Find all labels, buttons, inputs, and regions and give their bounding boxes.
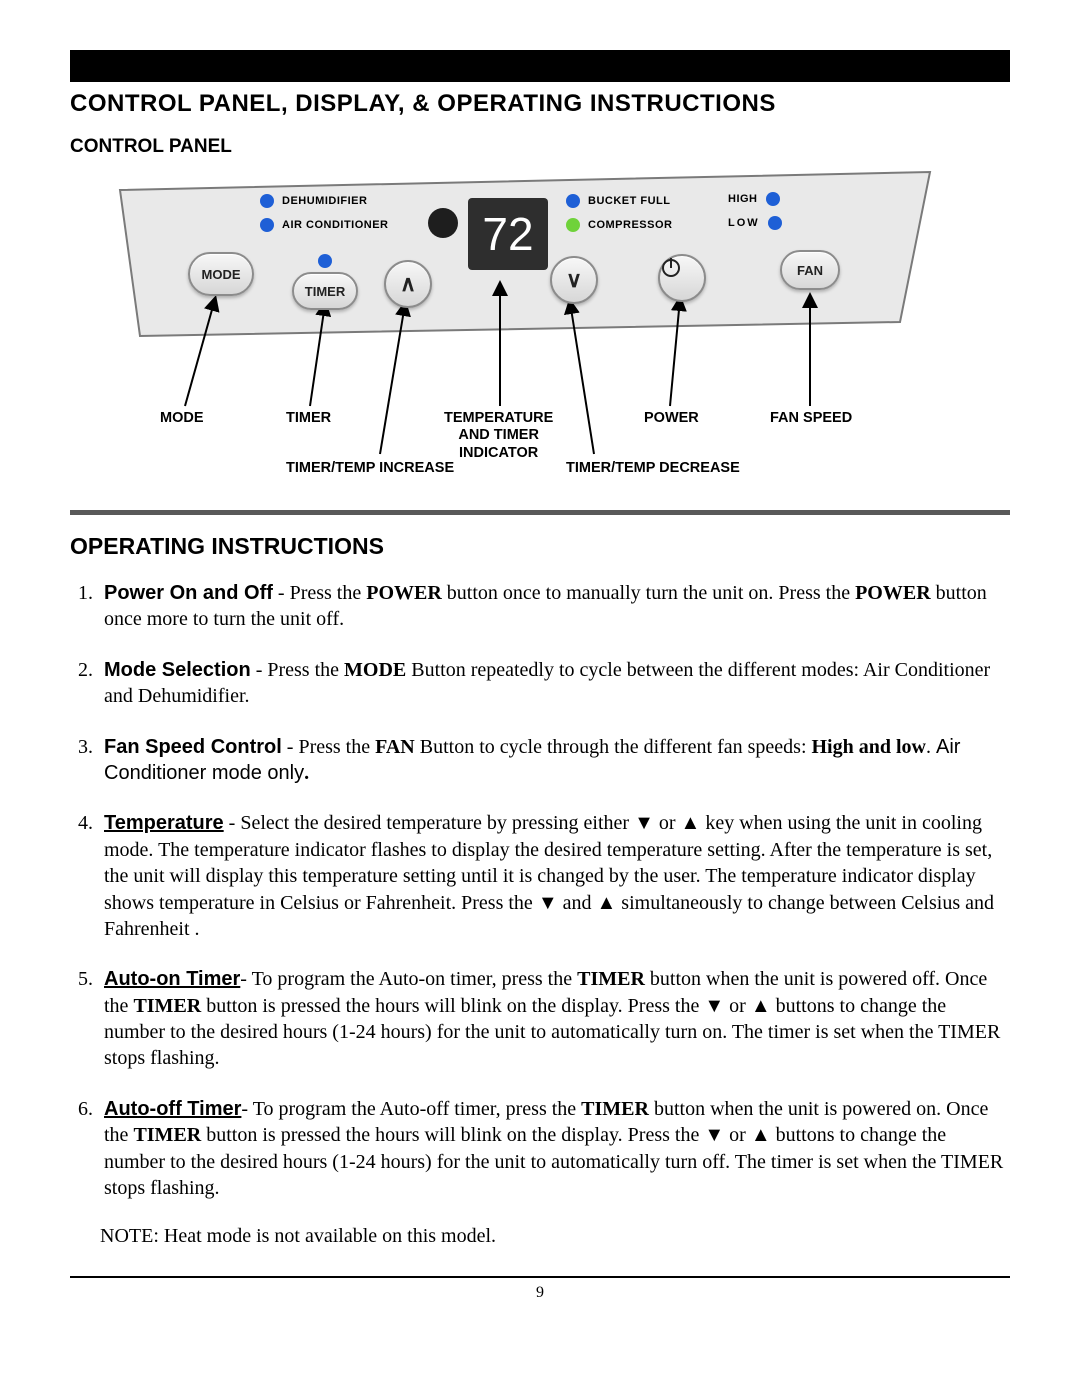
power-button[interactable] bbox=[658, 254, 706, 302]
instruction-item: Temperature - Select the desired tempera… bbox=[98, 810, 1010, 942]
mode-button[interactable]: MODE bbox=[188, 252, 254, 296]
instructions-title: OPERATING INSTRUCTIONS bbox=[70, 533, 1010, 560]
instruction-item: Fan Speed Control - Press the FAN Button… bbox=[98, 734, 1010, 787]
note-text: NOTE: Heat mode is not available on this… bbox=[100, 1225, 1010, 1248]
led-blue-icon bbox=[260, 218, 274, 232]
instruction-item: Mode Selection - Press the MODE Button r… bbox=[98, 657, 1010, 710]
footer-rule bbox=[70, 1276, 1010, 1278]
led-high: HIGH bbox=[728, 192, 782, 206]
timer-button[interactable]: TIMER bbox=[292, 272, 358, 310]
instruction-lead: Auto-on Timer bbox=[104, 968, 240, 990]
led-compressor: COMPRESSOR bbox=[566, 218, 672, 232]
callout-decrease: TIMER/TEMP DECREASE bbox=[566, 460, 740, 477]
fan-button-label: FAN bbox=[797, 263, 823, 278]
instruction-body: - Select the desired temperature by pres… bbox=[104, 812, 994, 940]
instruction-lead: Fan Speed Control bbox=[104, 736, 282, 758]
instructions-list: Power On and Off - Press the POWER butto… bbox=[74, 580, 1010, 1201]
section-divider bbox=[70, 510, 1010, 515]
instruction-lead: Temperature bbox=[104, 812, 224, 834]
led-green-icon bbox=[566, 218, 580, 232]
instruction-lead: Power On and Off bbox=[104, 582, 273, 604]
header-bar bbox=[70, 50, 1010, 82]
led-low: LOW bbox=[728, 216, 782, 230]
chevron-down-icon: ∨ bbox=[566, 267, 582, 293]
led-blue-icon bbox=[260, 194, 274, 208]
instruction-lead: Mode Selection bbox=[104, 659, 251, 681]
callout-power: POWER bbox=[644, 410, 699, 427]
callout-increase: TIMER/TEMP INCREASE bbox=[286, 460, 454, 477]
led-bucket-full: BUCKET FULL bbox=[566, 194, 672, 208]
section-label-control-panel: CONTROL PANEL bbox=[70, 136, 1010, 158]
power-icon bbox=[660, 256, 682, 278]
chevron-up-icon: ∧ bbox=[400, 271, 416, 297]
mode-button-label: MODE bbox=[202, 267, 241, 282]
led-blue-icon bbox=[566, 194, 580, 208]
led-dehumidifier: DEHUMIDIFIER bbox=[260, 194, 389, 208]
callout-timer: TIMER bbox=[286, 410, 331, 427]
ir-receiver-icon bbox=[428, 208, 458, 238]
instruction-item: Auto-off Timer- To program the Auto-off … bbox=[98, 1096, 1010, 1202]
instruction-item: Auto-on Timer- To program the Auto-on ti… bbox=[98, 966, 1010, 1072]
led-blue-icon bbox=[766, 192, 780, 206]
timer-button-label: TIMER bbox=[305, 284, 345, 299]
temp-down-button[interactable]: ∨ bbox=[550, 256, 598, 304]
control-panel-figure: DEHUMIDIFIER AIR CONDITIONER MODE TIMER … bbox=[110, 164, 990, 504]
page-title: CONTROL PANEL, DISPLAY, & OPERATING INST… bbox=[70, 90, 1010, 118]
temperature-display: 72 bbox=[468, 198, 548, 270]
page-number: 9 bbox=[70, 1284, 1010, 1302]
instruction-lead: Auto-off Timer bbox=[104, 1098, 241, 1120]
callout-fan-speed: FAN SPEED bbox=[770, 410, 852, 427]
temp-up-button[interactable]: ∧ bbox=[384, 260, 432, 308]
fan-button[interactable]: FAN bbox=[780, 250, 840, 290]
led-blue-icon bbox=[768, 216, 782, 230]
temperature-display-value: 72 bbox=[482, 207, 533, 261]
callout-mode: MODE bbox=[160, 410, 204, 427]
led-air-conditioner: AIR CONDITIONER bbox=[260, 218, 389, 232]
instruction-item: Power On and Off - Press the POWER butto… bbox=[98, 580, 1010, 633]
led-blue-icon bbox=[318, 254, 332, 268]
callout-temp-indicator: TEMPERATURE AND TIMER INDICATOR bbox=[444, 410, 553, 462]
